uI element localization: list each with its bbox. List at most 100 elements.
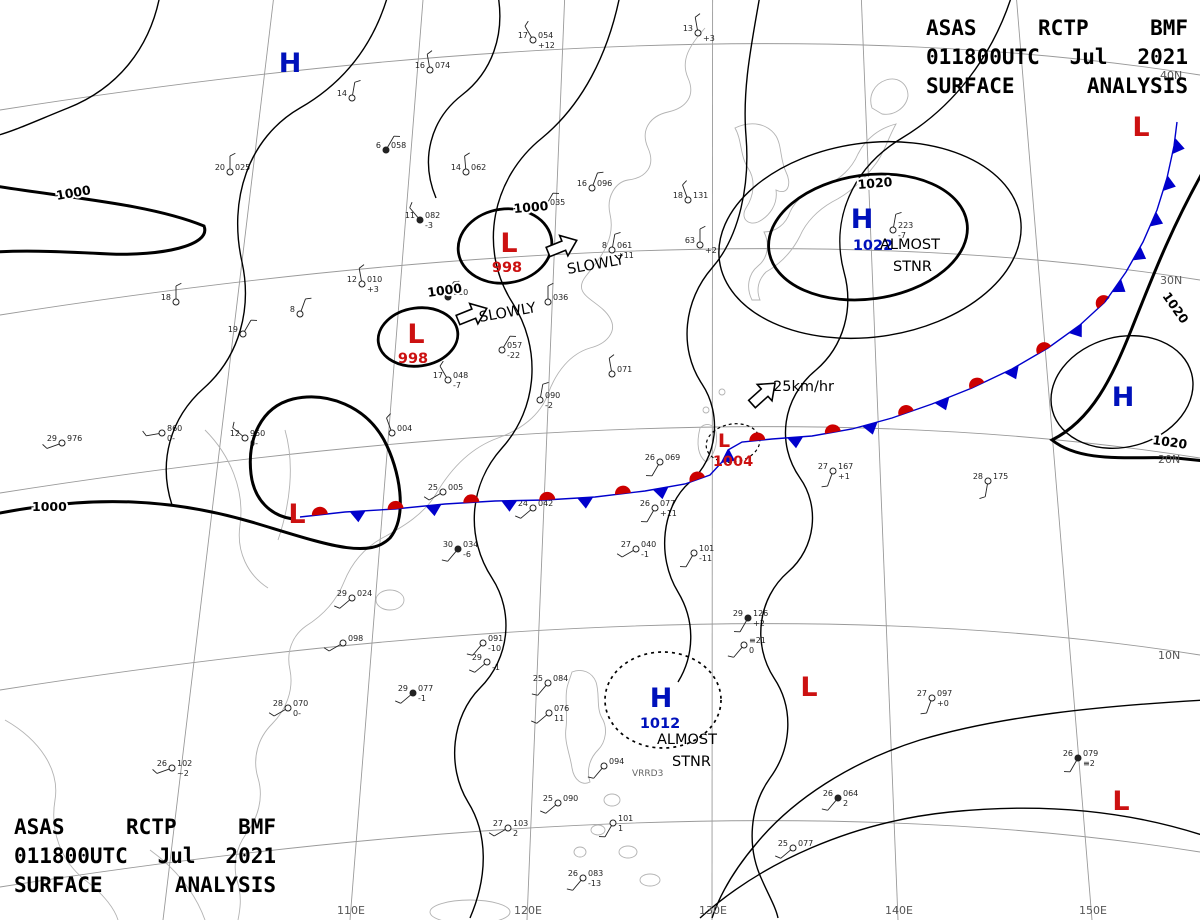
cold-front-triangle (1132, 246, 1147, 261)
latitude-label: 20N (1158, 453, 1180, 466)
svg-text:-6: -6 (463, 550, 471, 559)
pressure-center-L: L (407, 319, 424, 350)
svg-text:094: 094 (609, 757, 624, 766)
svg-text:025: 025 (235, 163, 250, 172)
svg-text:28: 28 (973, 472, 983, 481)
svg-text:13: 13 (683, 24, 693, 33)
pressure-center-value: 998 (398, 351, 428, 367)
pressure-center-H: H (279, 48, 302, 79)
station-plot: 26 083-13 (566, 869, 603, 891)
station-plot: 30 034-6 (441, 540, 478, 562)
svg-text:048: 048 (453, 371, 468, 380)
svg-text:25: 25 (543, 794, 553, 803)
isobar-label: 1020 (1160, 289, 1192, 326)
station-plot: 17 048-7 (433, 360, 468, 390)
annotation-text: STNR (672, 754, 711, 770)
cold-front-triangle (577, 497, 594, 509)
svg-text:2: 2 (843, 799, 848, 808)
svg-text:17: 17 (433, 371, 443, 380)
svg-text:090: 090 (563, 794, 578, 803)
svg-text:29: 29 (398, 684, 408, 693)
warm-front-semicircle (898, 405, 914, 416)
station-plot: ≡210 (727, 636, 766, 658)
latitude-label: 10N (1158, 649, 1180, 662)
station-plot: 29 024 (334, 589, 372, 609)
cold-front-triangle (787, 436, 804, 449)
station-plot: 16 074 (415, 50, 450, 74)
pressure-center-L: L (288, 499, 305, 530)
chart-type: SURFACE ANALYSIS (926, 73, 1188, 98)
svg-text:064: 064 (843, 789, 858, 798)
isobar-label: 1020 (857, 174, 893, 192)
station-plot: 29 126+2 (733, 609, 768, 633)
chart-id: ASAS RCTP BMF (14, 815, 276, 840)
svg-text:077: 077 (418, 684, 433, 693)
svg-text:29: 29 (472, 653, 482, 662)
annotation-text: 25km/hr (773, 379, 834, 395)
cold-front-triangle (721, 448, 735, 463)
station-plot: 15 010 (433, 280, 468, 301)
svg-text:+11: +11 (617, 251, 634, 260)
svg-text:26: 26 (823, 789, 833, 798)
svg-text:20: 20 (215, 163, 225, 172)
annotation-text: STNR (893, 259, 932, 275)
svg-text:1: 1 (618, 824, 623, 833)
svg-text:010: 010 (367, 275, 382, 284)
svg-text:17: 17 (518, 31, 528, 40)
isobar-label: 1020 (1152, 432, 1189, 452)
svg-text:-1: -1 (641, 550, 649, 559)
station-plot: 101-11 (679, 544, 714, 568)
station-plot: 27 167+1 (818, 462, 853, 488)
svg-text:+12: +12 (538, 41, 555, 50)
svg-text:054: 054 (538, 31, 553, 40)
station-plot: 26 102~2 (152, 759, 192, 778)
svg-text:083: 083 (588, 869, 603, 878)
chart-type: SURFACE ANALYSIS (14, 873, 276, 898)
svg-text:069: 069 (665, 453, 680, 462)
longitude-label: 110E (337, 904, 365, 917)
svg-text:26: 26 (1063, 749, 1073, 758)
svg-text:30: 30 (443, 540, 453, 549)
annotations-layer: SLOWLY SLOWLY 25km/hr ALMOST STNR ALMOST STNR V… (478, 237, 940, 779)
station-plot: 29 976 (42, 434, 82, 449)
station-plot: 8 061+11 (602, 232, 634, 260)
station-plot: 29 077-1 (395, 684, 433, 704)
pressure-center-L: L (1112, 786, 1129, 817)
movement-arrow-icon (747, 382, 776, 409)
station-plot: 63 +2 (685, 225, 717, 255)
svg-text:29: 29 (337, 589, 347, 598)
station-plot: 25 084 (531, 674, 568, 696)
station-plot: 27 097+0 (917, 689, 952, 715)
svg-text:167: 167 (838, 462, 853, 471)
svg-text:126: 126 (753, 609, 768, 618)
svg-text:26: 26 (640, 499, 650, 508)
cold-front-triangle (1004, 365, 1019, 380)
station-plot: 24 042 (515, 499, 553, 519)
svg-text:27: 27 (818, 462, 828, 471)
svg-text:18: 18 (673, 191, 683, 200)
pressure-center-value: 998 (492, 260, 522, 276)
svg-text:63: 63 (685, 236, 695, 245)
warm-front-semicircle (463, 494, 480, 503)
station-plot: 18 131 (673, 180, 708, 204)
svg-text:077: 077 (798, 839, 813, 848)
station-plot: 16 096 (577, 171, 612, 192)
svg-text:18: 18 (161, 293, 171, 302)
svg-text:≡21: ≡21 (749, 636, 766, 645)
svg-text:101: 101 (618, 814, 633, 823)
svg-text:27: 27 (493, 819, 503, 828)
station-plot: 17 054+12 (518, 20, 555, 50)
chart-id: ASAS RCTP BMF (926, 16, 1188, 40)
pressure-center-H: H (1112, 382, 1135, 413)
svg-text:-11: -11 (699, 554, 712, 563)
svg-text:11: 11 (554, 714, 564, 723)
svg-text:082: 082 (425, 211, 440, 220)
